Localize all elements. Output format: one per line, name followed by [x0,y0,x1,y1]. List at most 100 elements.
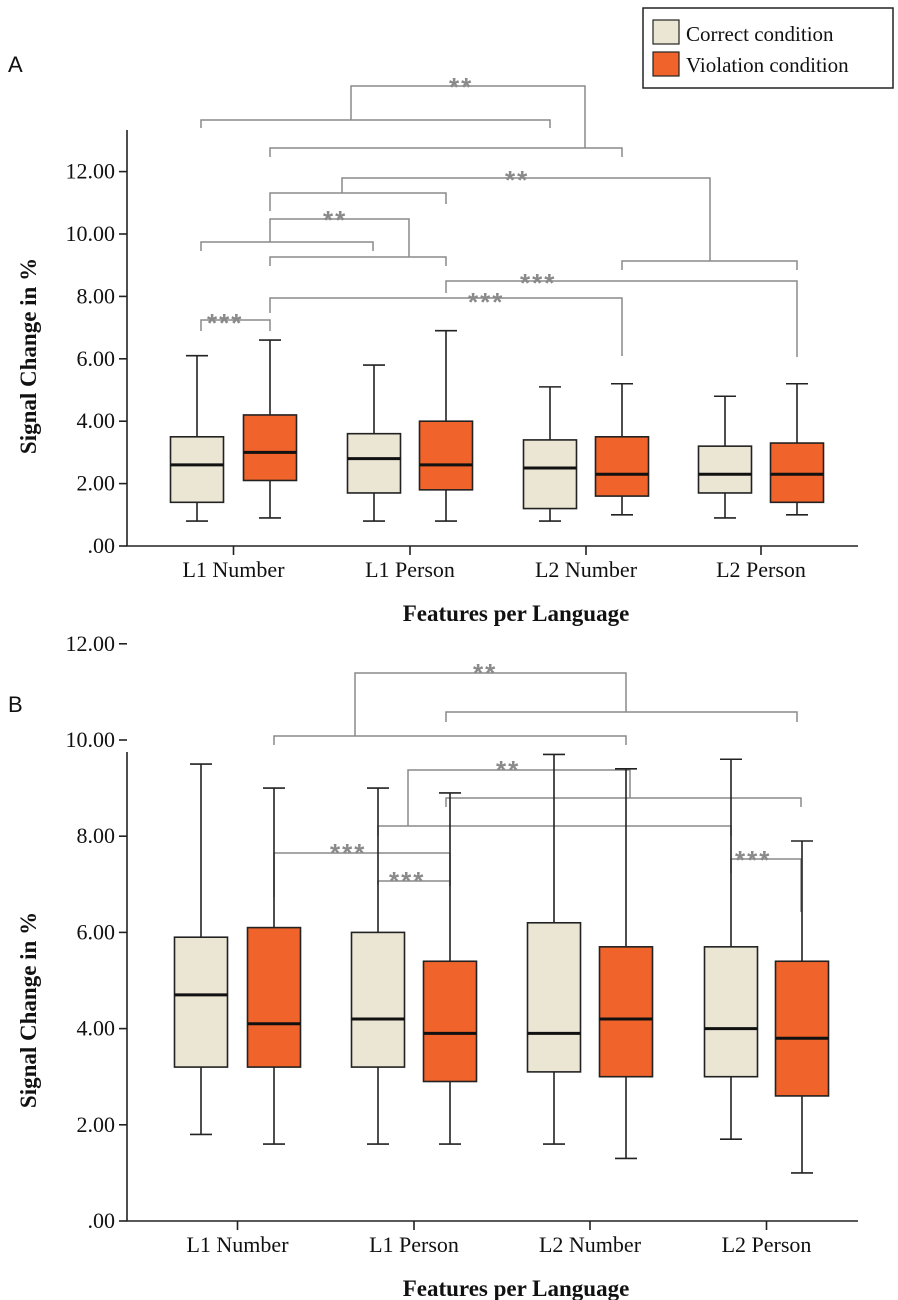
significance-stars-b: ** ** *** *** *** [330,658,771,896]
box-iqr [526,921,582,1073]
y-tick-label-a: 6.00 [77,346,116,371]
box-b-correct-2 [350,787,406,1145]
x-tick-label-b: L1 Number [186,1232,289,1257]
y-tick-label-a: 2.00 [77,471,116,496]
sig-stars-a-2: ** [505,165,529,195]
sig-stars-a-5: *** [468,287,504,317]
legend-swatch-correct [652,19,680,45]
box-iqr [346,432,402,494]
y-tick-label-b: .00 [88,1208,116,1233]
panel-label-a: A [8,52,23,77]
x-tick-label-a: L2 Number [535,557,638,582]
box-a-violation-4 [769,382,825,516]
box-b-violation-4 [774,840,830,1174]
sig-stars-a-3: ** [323,205,347,235]
y-tick-label-b: 2.00 [77,1112,116,1137]
sig-stars-a-4: *** [520,268,556,298]
sig-stars-a-6: *** [207,308,243,338]
y-ticks-b: .00 2.00 4.00 6.00 8.00 10.00 12.00 [66,631,127,1233]
x-axis-title-b: Features per Language [403,1276,630,1300]
sig-stars-b-5: *** [735,845,771,875]
bracket-b-3 [354,672,627,736]
y-tick-label-b: 6.00 [77,919,116,944]
box-iqr [173,936,229,1068]
x-tick-label-b: L1 Person [369,1232,459,1257]
bracket-b-6 [407,769,631,826]
bracket-b-4 [445,797,802,807]
box-a-correct-1 [169,354,225,522]
box-iqr [769,442,825,504]
sig-stars-b-4: *** [389,866,425,896]
bracket-b-2 [273,735,627,745]
bracket-b-1 [445,711,798,722]
box-a-correct-3 [522,386,578,522]
box-iqr [418,420,474,491]
sig-stars-b-1: ** [473,658,497,688]
bracket-a-12 [200,319,271,331]
boxes-b [173,753,830,1174]
bracket-a-4 [269,192,447,211]
legend-label-violation: Violation condition [686,53,849,77]
box-iqr [598,946,654,1078]
bracket-a-7 [269,256,447,266]
bracket-a-6 [200,241,374,251]
box-a-correct-2 [346,364,402,522]
significance-brackets-b [273,672,802,912]
box-iqr [246,926,302,1068]
legend-swatch-violation [652,51,680,77]
y-tick-label-a: 10.00 [66,221,116,246]
box-a-violation-1 [242,339,298,519]
box-b-correct-3 [526,753,582,1145]
box-iqr [697,445,753,494]
y-tick-label-a: 8.00 [77,283,116,308]
bracket-a-2 [269,147,623,157]
box-b-violation-2 [422,792,478,1145]
x-axis-title-a: Features per Language [403,601,630,626]
bracket-a-8 [269,218,410,257]
x-tick-label-a: L1 Person [365,557,455,582]
x-ticks-a: L1 Number L1 Person L2 Number L2 Person [182,546,806,582]
box-iqr [594,435,650,497]
x-ticks-b: L1 Number L1 Person L2 Number L2 Person [186,1221,811,1257]
box-b-correct-4 [703,758,759,1141]
bracket-a-11 [269,297,623,356]
y-tick-label-a: .00 [88,533,116,558]
boxes-a [169,329,825,522]
bracket-a-5 [341,177,711,261]
panel-b: B ** ** *** *** *** .00 2.00 4.00 6.00 8.00 1… [8,631,858,1300]
box-a-violation-2 [418,329,474,522]
bracket-a-9 [621,260,798,270]
panel-a: A ** ** ** *** *** *** .002.004.006.008 [8,52,858,626]
y-axis-title-b: Signal Change in % [16,912,41,1108]
x-tick-label-a: L2 Person [716,557,806,582]
y-ticks-a: .00 2.00 4.00 6.00 8.00 10.00 12.00 [66,159,127,558]
box-iqr [422,960,478,1083]
y-tick-label-b: 8.00 [77,823,116,848]
box-iqr [522,439,578,510]
y-tick-label-b: 4.00 [77,1016,116,1041]
box-iqr [242,414,298,482]
y-tick-label-b: 10.00 [66,727,116,752]
box-b-violation-1 [246,787,302,1145]
box-a-violation-3 [594,382,650,516]
box-iqr [703,946,759,1078]
bracket-a-1 [200,119,551,128]
y-tick-label-a: 4.00 [77,408,116,433]
significance-brackets-a [200,85,798,357]
x-tick-label-a: L1 Number [182,557,285,582]
y-tick-label-a: 12.00 [66,159,116,184]
x-tick-label-b: L2 Number [539,1232,642,1257]
box-iqr [169,435,225,504]
sig-stars-a-1: ** [449,72,473,102]
significance-stars-a: ** ** ** *** *** *** [207,72,556,338]
box-iqr [350,931,406,1068]
sig-stars-b-3: *** [330,838,366,868]
y-axis-title-a: Signal Change in % [16,258,41,454]
x-tick-label-b: L2 Person [722,1232,812,1257]
bracket-a-3 [350,85,586,148]
box-iqr [774,960,830,1097]
legend: Correct condition Violation condition [642,7,894,89]
sig-stars-b-2: ** [496,755,520,785]
box-b-violation-3 [598,768,654,1160]
